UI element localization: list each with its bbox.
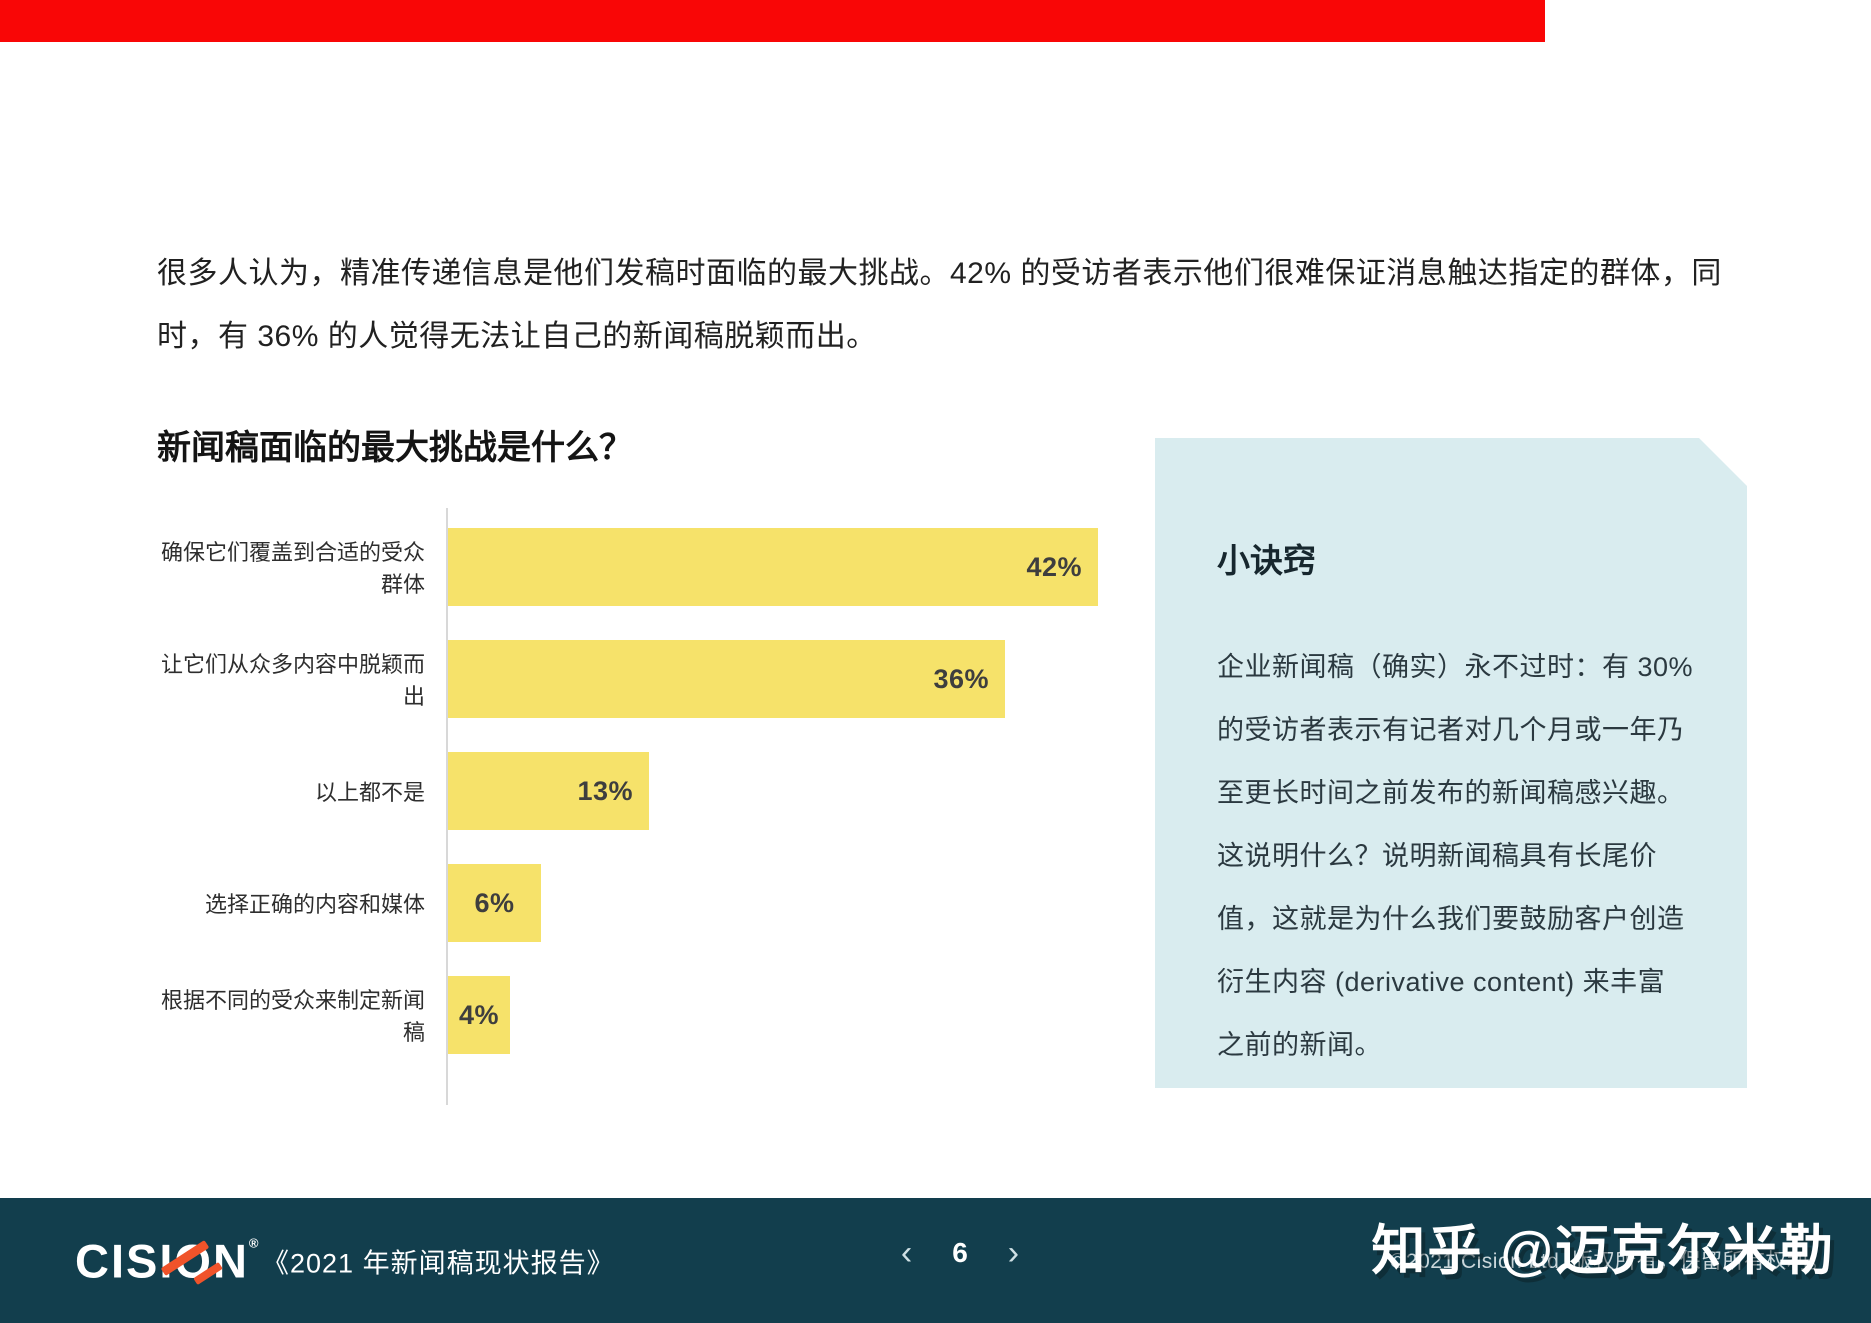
bar-track: 4% xyxy=(448,976,1157,1054)
bar: 13% xyxy=(448,752,649,830)
tip-box-body: 企业新闻稿（确实）永不过时：有 30% 的受访者表示有记者对几个月或一年乃 至更… xyxy=(1217,652,1694,1060)
bar-rows: 确保它们覆盖到合适的受众群体 42% 让它们从众多内容中脱颖而出 36% 以上都不是 13… xyxy=(157,528,1157,1088)
chart-y-axis-line xyxy=(446,508,448,1105)
prev-page-icon[interactable]: ‹ xyxy=(900,1234,913,1272)
bar-value-label: 36% xyxy=(933,663,989,694)
zhihu-watermark: 知乎 @迈克尔米勒 xyxy=(1371,1221,1835,1281)
cision-logo: CISION® xyxy=(75,1233,261,1288)
bar-value-label: 13% xyxy=(577,775,633,806)
pagination: ‹ 6 › xyxy=(901,1236,1019,1270)
bar-track: 6% xyxy=(448,864,1157,942)
bar-row: 确保它们覆盖到合适的受众群体 42% xyxy=(157,528,1157,606)
bar-category-label: 以上都不是 xyxy=(314,780,425,805)
bar-value-label: 42% xyxy=(1026,551,1082,582)
bar-category-label: 选择正确的内容和媒体 xyxy=(204,892,425,917)
bar: 36% xyxy=(448,640,1005,718)
bar-track: 36% xyxy=(448,640,1157,718)
bar-track: 42% xyxy=(448,528,1157,606)
bar-category-label: 确保它们覆盖到合适的受众群体 xyxy=(160,540,425,597)
intro-paragraph: 很多人认为，精准传递信息是他们发稿时面临的最大挑战。42% 的受访者表示他们很难… xyxy=(157,257,1722,353)
bar-row: 根据不同的受众来制定新闻稿 4% xyxy=(157,976,1157,1054)
chart-title: 新闻稿面临的最大挑战是什么？ xyxy=(157,429,633,468)
page-number: 6 xyxy=(952,1237,968,1268)
bar-value-label: 4% xyxy=(458,999,500,1030)
tip-box: 小诀窍 企业新闻稿（确实）永不过时：有 30% 的受访者表示有记者对几个月或一年… xyxy=(1155,438,1747,1088)
bar-row: 选择正确的内容和媒体 6% xyxy=(157,864,1157,942)
video-progress-bar[interactable] xyxy=(0,0,1545,42)
registered-mark-icon: ® xyxy=(248,1235,261,1250)
cision-logo-text: CISION® xyxy=(75,1234,261,1287)
next-page-icon[interactable]: › xyxy=(1007,1234,1020,1272)
bar: 6% xyxy=(448,864,541,942)
bar: 4% xyxy=(448,976,510,1054)
challenges-bar-chart: 确保它们覆盖到合适的受众群体 42% 让它们从众多内容中脱颖而出 36% 以上都不是 13… xyxy=(157,508,1157,1108)
bar-track: 13% xyxy=(448,752,1157,830)
tip-box-title: 小诀窍 xyxy=(1217,542,1316,579)
report-title: 《2021 年新闻稿现状报告》 xyxy=(262,1248,615,1278)
bar: 42% xyxy=(448,528,1098,606)
bar-row: 以上都不是 13% xyxy=(157,752,1157,830)
bar-value-label: 6% xyxy=(474,887,515,918)
bar-row: 让它们从众多内容中脱颖而出 36% xyxy=(157,640,1157,718)
bar-category-label: 根据不同的受众来制定新闻稿 xyxy=(160,988,425,1045)
copyright-text: ©2021 Cision Ltd. 版权所有，保留所有权利。 xyxy=(1389,1250,1830,1273)
bar-category-label: 让它们从众多内容中脱颖而出 xyxy=(160,652,425,709)
footer-bar: CISION® 《2021 年新闻稿现状报告》 ‹ 6 › ©2021 Cisi… xyxy=(0,1198,1871,1323)
